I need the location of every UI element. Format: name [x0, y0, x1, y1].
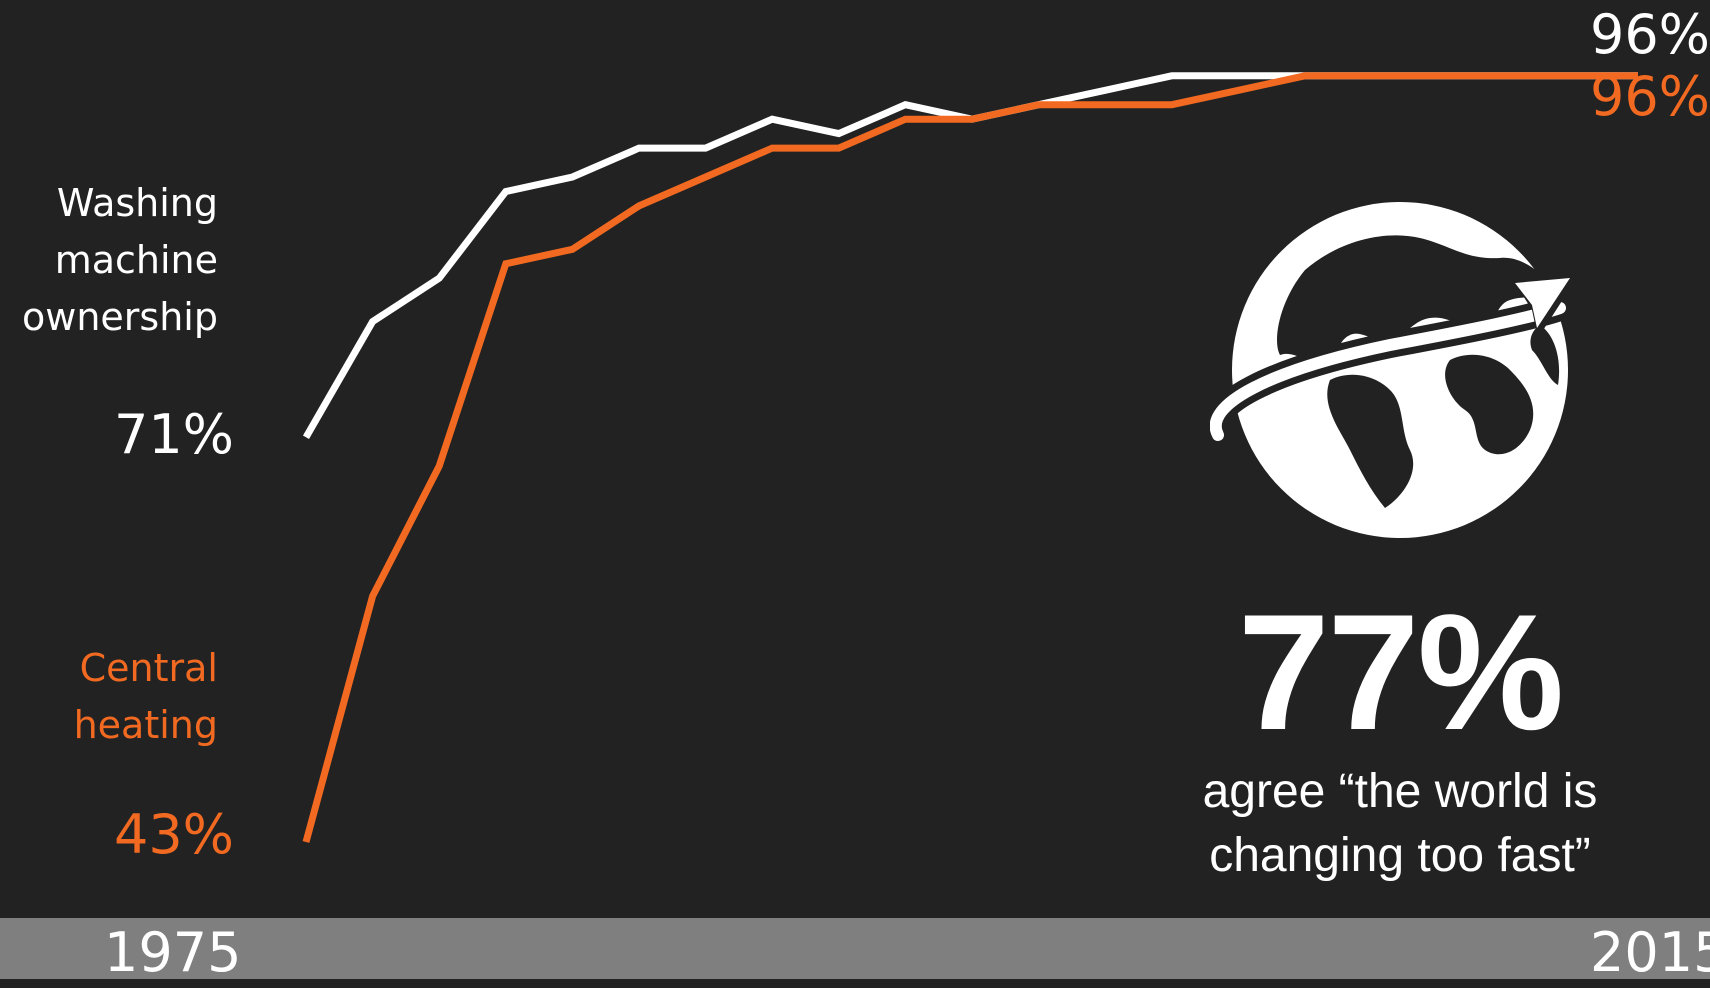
washing-machine-label: Washing machine ownership	[22, 181, 218, 339]
stat-caption: agree “the world is changing too fast”	[1202, 765, 1598, 882]
series-line-central-heating	[302, 72, 1638, 843]
central-heating-start-value: 43%	[113, 803, 234, 866]
central-heating-label: Central heating	[73, 646, 218, 747]
washing-machine-start-value: 71%	[113, 403, 234, 466]
globe-arrow-icon	[1210, 202, 1582, 538]
x-axis-end-year: 2015	[1590, 921, 1710, 984]
stat-value: 77%	[1237, 580, 1564, 764]
x-axis-start-year: 1975	[104, 921, 242, 984]
x-axis-bar	[0, 918, 1710, 979]
central-heating-end-value: 96%	[1589, 65, 1710, 128]
washing-machine-end-value: 96%	[1589, 3, 1710, 66]
